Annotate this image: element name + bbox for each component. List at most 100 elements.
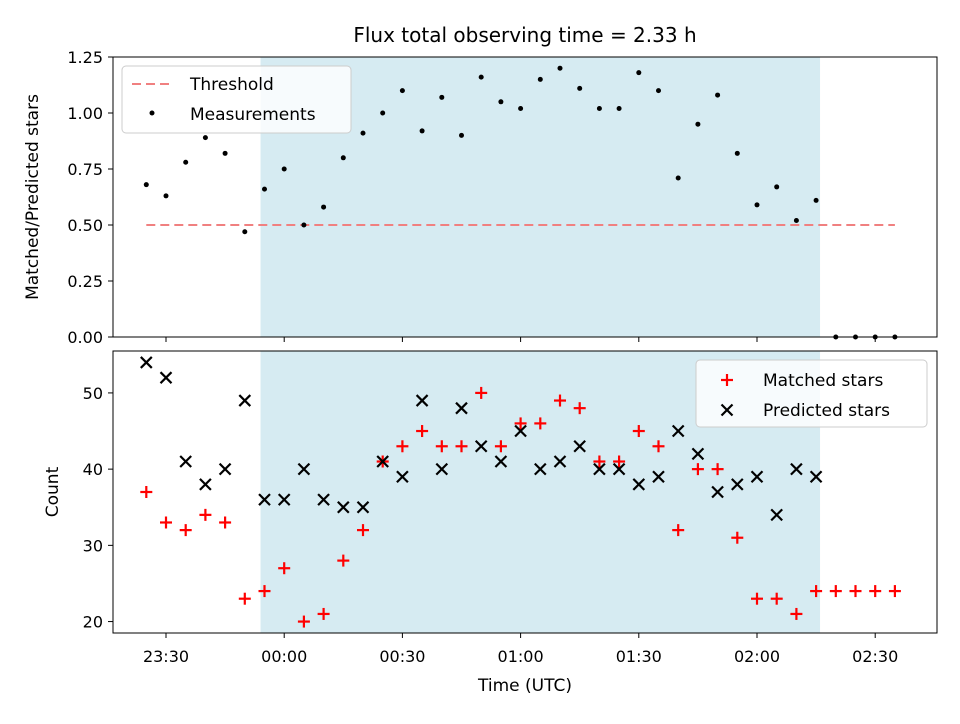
measurement-point: [656, 88, 661, 94]
legend-threshold-label: Threshold: [189, 75, 274, 95]
matched-star-point: [238, 592, 251, 605]
matched-star-point: [672, 524, 685, 537]
legend-measurements-swatch: [149, 110, 155, 116]
top-y-tick-label: 0.50: [67, 216, 103, 235]
predicted-star-point: [218, 462, 232, 476]
measurement-point: [301, 222, 307, 228]
matched-star-point: [494, 440, 507, 453]
matched-star-point: [731, 531, 744, 544]
measurement-point: [222, 150, 228, 156]
top-y-label: Matched/Predicted stars: [23, 94, 43, 300]
matched-star-point: [810, 585, 823, 598]
x-tick-label: 00:30: [379, 647, 425, 666]
predicted-star-point: [632, 478, 646, 491]
measurement-point: [242, 229, 248, 235]
matched-star-point: [869, 585, 882, 598]
predicted-star-point: [711, 485, 724, 499]
predicted-star-point: [258, 493, 271, 506]
top-panel: 0.00 0.25 0.50 0.75 1.00 1.25 Matched/Predict…: [23, 48, 938, 347]
measurement-point: [596, 106, 602, 112]
measurement-point: [636, 70, 642, 76]
predicted-star-point: [415, 394, 429, 407]
measurement-point: [616, 106, 622, 112]
bottom-plot-frame: [112, 350, 938, 634]
measurement-point: [419, 128, 425, 134]
measurement-point: [262, 186, 267, 192]
top-legend-box: [121, 65, 352, 134]
measurement-point: [183, 159, 189, 165]
x-tick-label: 01:00: [498, 647, 544, 666]
matched-star-point: [849, 585, 862, 598]
matched-star-point: [829, 585, 842, 598]
matched-star-point: [357, 524, 369, 537]
matched-star-point: [632, 425, 645, 438]
matched-star-point: [258, 585, 271, 598]
matched-star-point: [770, 592, 783, 605]
legend-matched-swatch: [721, 374, 733, 386]
legend-plus-marker: [721, 374, 733, 386]
top-shaded-span: [260, 57, 821, 337]
predicted-star-point: [691, 447, 705, 461]
measurement-point: [163, 193, 169, 199]
measurement-point: [439, 94, 445, 100]
predicted-star-point: [573, 439, 586, 453]
predicted-star-point: [376, 455, 389, 468]
measurement-point: [340, 155, 346, 161]
predicted-star-point: [140, 356, 153, 369]
top-y-tick-label: 1.25: [67, 48, 103, 67]
matched-star-point: [396, 440, 409, 453]
matched-star-point: [337, 554, 350, 567]
measurement-point: [793, 218, 799, 224]
legend-predicted-label: Predicted stars: [763, 401, 890, 421]
predicted-star-point: [179, 455, 192, 468]
matched-star-point: [199, 508, 212, 521]
matched-star-point: [711, 463, 724, 476]
top-y-tick-label: 0.25: [67, 272, 103, 291]
matched-star-point: [613, 455, 626, 468]
predicted-star-point: [770, 508, 783, 522]
measurement-point: [399, 88, 405, 94]
measurement-point: [577, 85, 583, 91]
predicted-star-point: [593, 462, 606, 476]
x-tick-label: 02:00: [734, 647, 780, 666]
predicted-star-point: [474, 439, 488, 453]
legend-x-marker: [720, 403, 734, 417]
measurement-point: [360, 130, 366, 136]
predicted-star-point: [277, 493, 291, 506]
x-tick-label: 00:00: [261, 647, 307, 666]
matched-star-point: [691, 463, 704, 476]
matched-star-point: [888, 585, 901, 598]
bottom-y-label: Count: [43, 466, 63, 517]
legend-matched-label: Matched stars: [763, 371, 883, 391]
predicted-star-point: [731, 478, 744, 491]
matched-star-point: [475, 386, 488, 399]
top-y-tick-label: 1.00: [67, 104, 103, 123]
bottom-y-axis: 20 30 40 50: [83, 384, 113, 632]
matched-star-point: [534, 417, 547, 430]
matched-star-point: [140, 486, 153, 498]
matched-star-point: [790, 607, 803, 620]
bottom-x-axis: 23:30 00:00 00:30 01:00 01:30 02:00 02:30: [143, 633, 898, 666]
matched-star-point: [455, 440, 468, 453]
matched-star-point: [297, 615, 310, 628]
x-tick-label: 01:30: [616, 647, 662, 666]
measurement-point: [813, 197, 819, 203]
matched-star-point: [593, 455, 606, 468]
matched-star-point: [179, 524, 192, 537]
predicted-star-point: [750, 470, 764, 484]
measurement-point: [498, 99, 504, 105]
predicted-star-point: [652, 470, 665, 484]
predicted-star-point: [612, 462, 626, 476]
matched-star-point: [219, 516, 232, 529]
predicted-star-point: [494, 455, 508, 468]
bottom-points: [140, 356, 901, 628]
x-tick-label: 02:30: [852, 647, 898, 666]
matched-star-point: [435, 440, 448, 453]
matched-star-point: [317, 607, 330, 620]
predicted-star-point: [790, 462, 803, 476]
predicted-star-point: [159, 371, 173, 384]
predicted-star-point: [238, 394, 252, 407]
measurement-point: [774, 184, 780, 190]
matched-star-point: [751, 592, 763, 605]
